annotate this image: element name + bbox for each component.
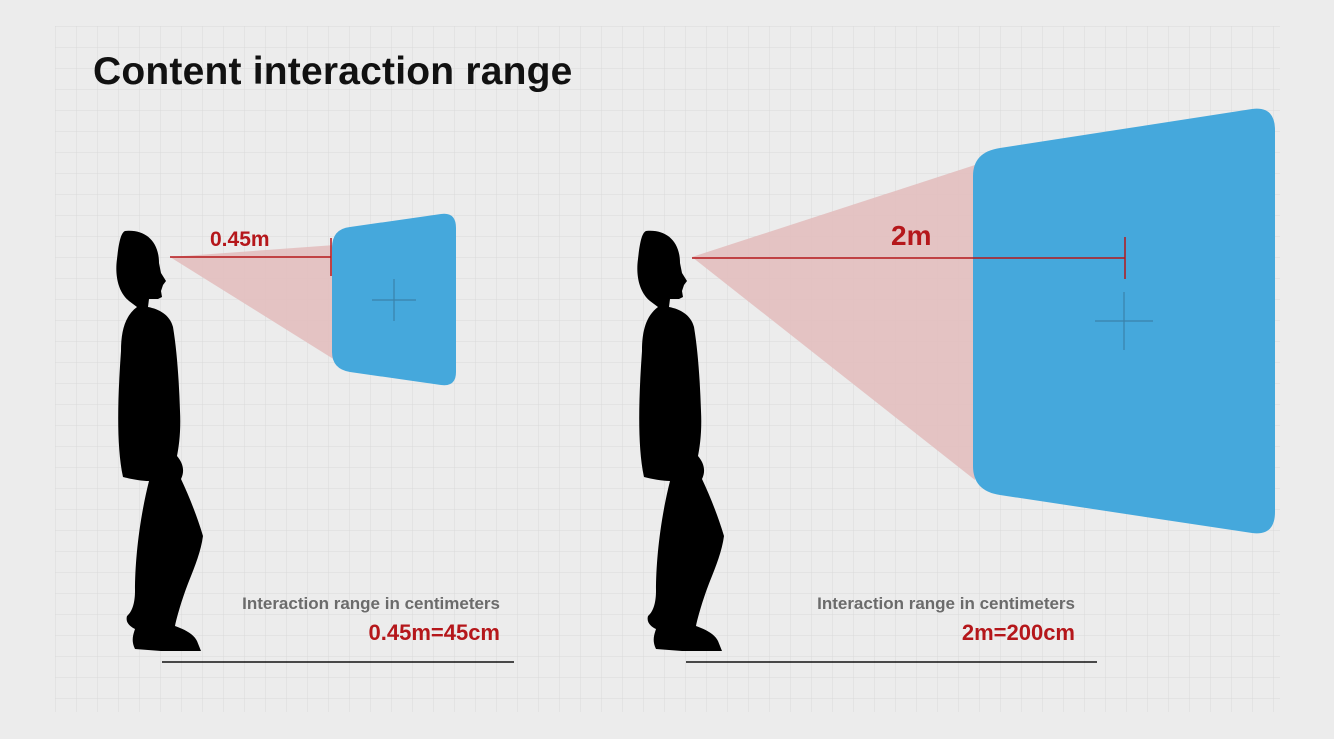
example-left: 0.45m: [116, 213, 514, 663]
caption-left: Interaction range in centimeters 0.45m=4…: [242, 594, 500, 646]
vision-cone-right: [692, 165, 975, 480]
caption-value-left: 0.45m=45cm: [368, 620, 501, 645]
page-title: Content interaction range: [93, 50, 573, 93]
example-right: 2m: [637, 108, 1275, 663]
caption-label-right: Interaction range in centimeters: [817, 594, 1075, 613]
vision-cone-left: [170, 245, 335, 360]
caption-label-left: Interaction range in centimeters: [242, 594, 500, 613]
caption-right: Interaction range in centimeters 2m=200c…: [817, 594, 1075, 646]
caption-value-right: 2m=200cm: [961, 620, 1075, 645]
distance-label-left: 0.45m: [210, 228, 270, 251]
distance-label-right: 2m: [891, 220, 931, 251]
